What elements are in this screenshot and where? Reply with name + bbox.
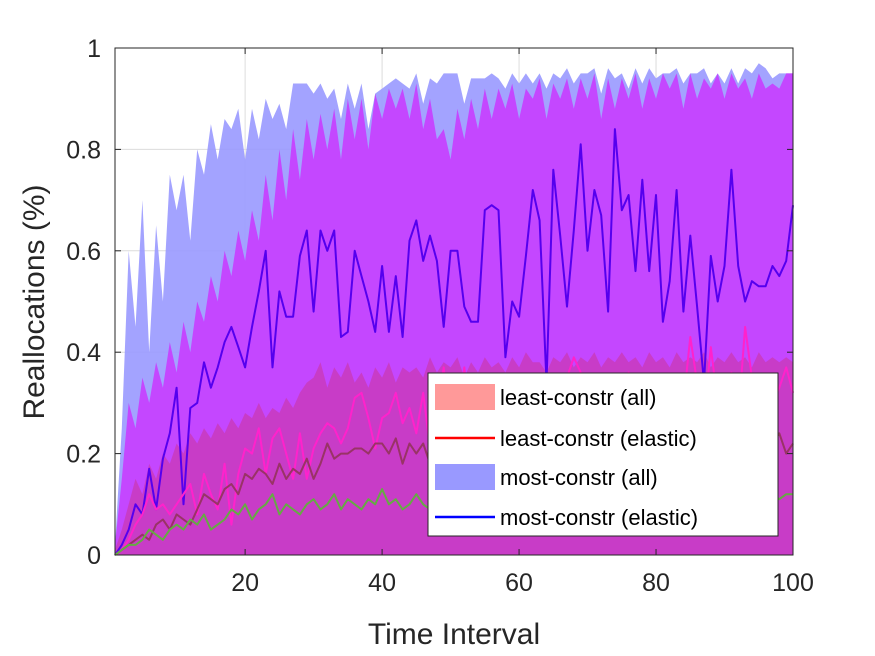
legend-swatch (435, 464, 495, 490)
x-axis: 20 40 60 80 100 (231, 48, 814, 597)
legend-label: least-constr (all) (500, 385, 656, 410)
legend: least-constr (all) least-constr (elastic)… (427, 372, 779, 537)
x-tick-label: 60 (505, 569, 533, 597)
y-tick-label: 0.4 (66, 339, 101, 367)
legend-label: most-constr (elastic) (500, 505, 698, 530)
y-axis: 0 0.2 0.4 0.6 0.8 1 (66, 35, 793, 570)
x-tick-label: 100 (772, 569, 814, 597)
line-most-constr-elastic (114, 128, 794, 556)
x-tick-label: 80 (642, 569, 670, 597)
legend-label: most-constr (all) (500, 465, 658, 490)
y-tick-label: 0.2 (66, 441, 101, 469)
x-tick-label: 20 (231, 569, 259, 597)
y-tick-label: 0.6 (66, 238, 101, 266)
x-tick-label: 40 (368, 569, 396, 597)
y-tick-label: 1 (87, 35, 101, 63)
legend-swatch (435, 384, 495, 410)
x-axis-title: Time Interval (368, 618, 540, 651)
y-axis-title: Reallocations (%) (18, 184, 51, 419)
plot-frame (114, 47, 794, 556)
y-tick-label: 0 (87, 542, 101, 570)
legend-label: least-constr (elastic) (500, 426, 697, 451)
y-tick-label: 0.8 (66, 136, 101, 164)
